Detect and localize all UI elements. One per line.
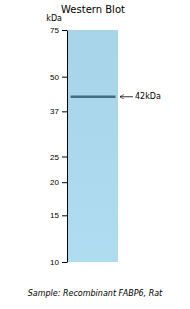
y-tick-mark xyxy=(62,111,67,112)
y-tick-mark xyxy=(62,262,67,263)
y-tick: 50 xyxy=(50,73,67,82)
y-tick-label: 15 xyxy=(50,211,59,220)
y-tick: 37 xyxy=(50,107,67,116)
y-tick: 25 xyxy=(50,153,67,162)
y-tick: 20 xyxy=(50,178,67,187)
y-axis-label: kDa xyxy=(46,14,62,23)
y-tick-label: 25 xyxy=(50,153,59,162)
y-tick-label: 75 xyxy=(50,26,59,35)
y-tick-mark xyxy=(62,156,67,157)
band-arrow xyxy=(120,96,133,97)
y-tick: 75 xyxy=(50,26,67,35)
chart-svg: 75 50 37 25 20 15 10 kDaWestern Blot 42kDa Sample… xyxy=(0,0,190,309)
y-axis: 75 50 37 25 20 15 10 xyxy=(50,26,67,267)
data-label: 42kDa xyxy=(135,92,161,101)
band xyxy=(71,96,116,99)
chart-container: 75 50 37 25 20 15 10 kDaWestern Blot 42kDa Sample… xyxy=(0,0,190,309)
plot-area xyxy=(71,96,116,97)
y-tick: 15 xyxy=(50,211,67,220)
y-tick-mark xyxy=(62,77,67,78)
y-tick-label: 37 xyxy=(50,107,59,116)
y-tick-label: 10 xyxy=(50,258,59,267)
y-tick-mark xyxy=(62,30,67,31)
y-tick-label: 20 xyxy=(50,178,59,187)
y-tick-mark xyxy=(62,182,67,183)
y-tick-mark xyxy=(62,215,67,216)
gel xyxy=(68,30,118,262)
title: Western Blot xyxy=(61,4,125,15)
annotation: Sample: Recombinant FABP6, Rat xyxy=(28,289,163,298)
y-tick: 10 xyxy=(50,258,67,267)
y-tick-label: 50 xyxy=(50,73,59,82)
y-axis-line xyxy=(67,31,68,263)
